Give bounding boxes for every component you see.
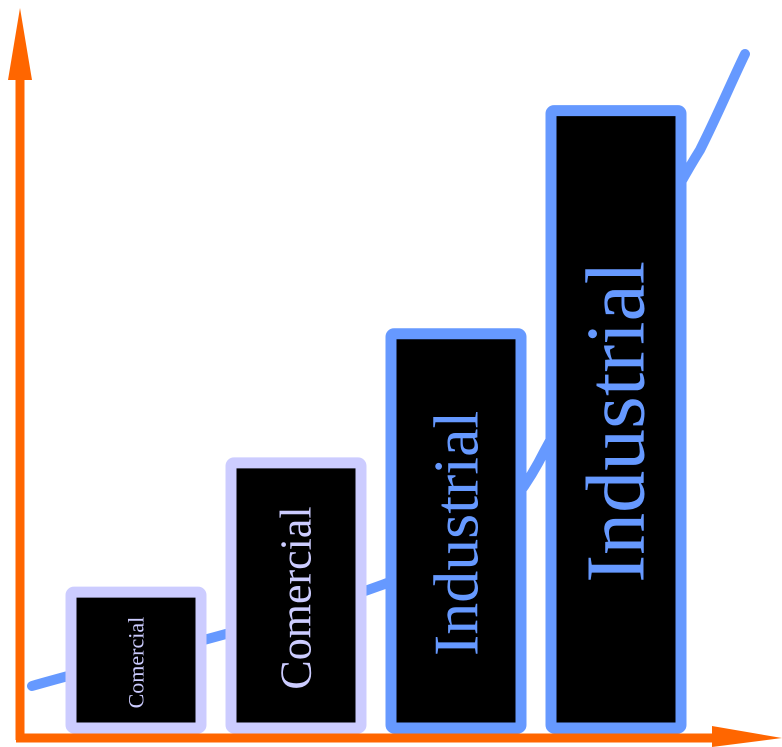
axes — [8, 8, 782, 747]
y-axis-arrowhead — [8, 8, 32, 80]
bar-label: Industrial — [570, 261, 663, 583]
bar-label: Comercial — [272, 506, 321, 689]
bar — [385, 328, 527, 734]
bar — [545, 105, 687, 734]
bar — [225, 457, 367, 734]
bar-label: Industrial — [421, 411, 492, 656]
bar-label: Comercial — [124, 617, 149, 709]
bars-group: Comercial Comercial Industrial Industrial — [65, 105, 687, 734]
trend-line — [27, 49, 750, 691]
x-axis-arrowhead — [712, 726, 782, 747]
bar — [65, 586, 207, 734]
